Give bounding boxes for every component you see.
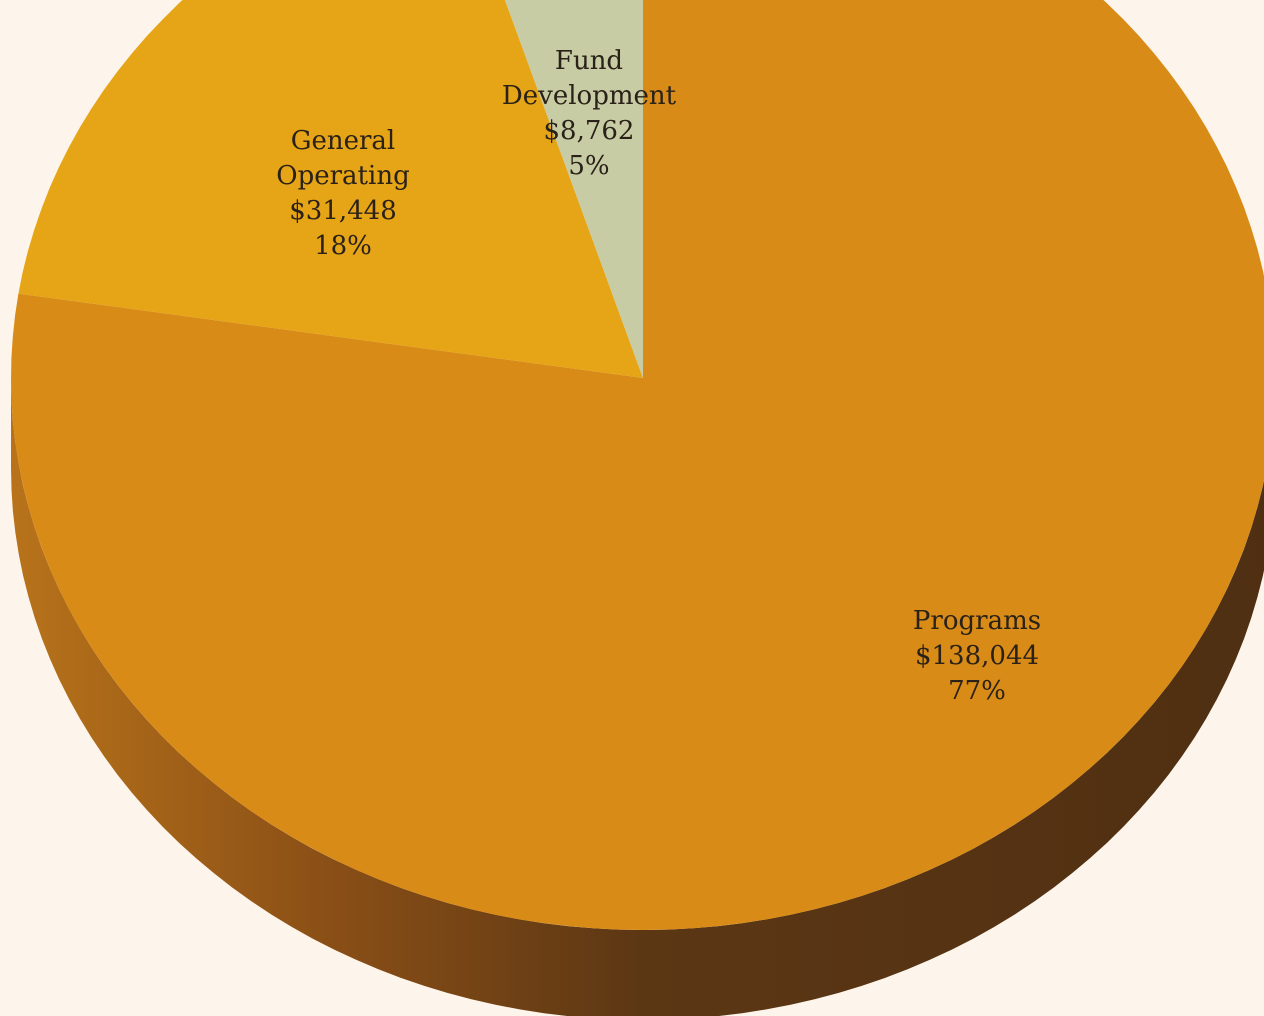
slice-label-fund-development: Fund Development $8,762 5%	[502, 46, 677, 181]
slice-label-programs: Programs $138,044 77%	[913, 606, 1041, 706]
pie-slice-general-operating	[18, 0, 643, 378]
pie-side-wall	[11, 378, 1264, 1016]
pie-top-face	[11, 0, 1264, 930]
pie-slice-programs	[11, 0, 1264, 930]
slice-labels: Programs $138,044 77% General Operating $31,4…	[276, 46, 1041, 706]
pie-side-edge	[11, 378, 1264, 1016]
slice-label-general-operating: General Operating $31,448 18%	[276, 126, 409, 261]
pie-slice-fund-development	[504, 0, 643, 378]
